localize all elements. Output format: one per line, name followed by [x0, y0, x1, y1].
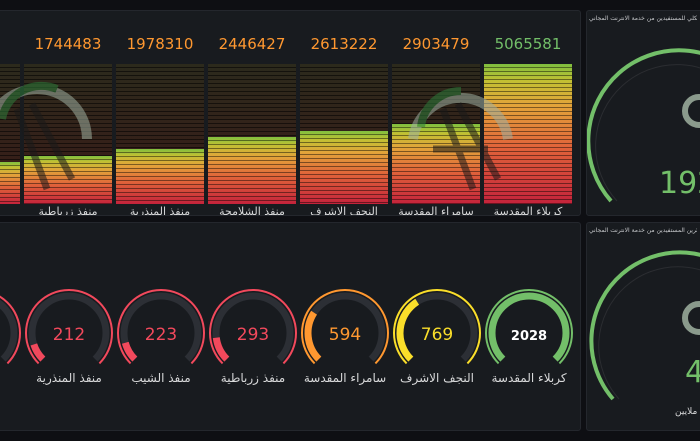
bar-gauge-track [0, 64, 20, 204]
radial-gauge: 293 منفذ زرباطية [207, 223, 299, 430]
radial-gauge-value: 223 [145, 325, 177, 345]
total-value: 192 [659, 166, 700, 201]
radial-gauge-label: سامراء المقدسة [303, 371, 387, 385]
radial-gauge-fill [30, 343, 46, 362]
bar-gauge-value: 1 [0, 35, 22, 53]
bar-gauge-track [392, 64, 480, 204]
bar-gauge-column: 2613222 النجف الاشرف [298, 11, 390, 216]
bar-gauge-value: 2613222 [310, 35, 378, 53]
bar-gauge-fill [24, 156, 112, 204]
radial-gauge-value: 293 [237, 325, 269, 345]
bar-gauge-value: 2446427 [218, 35, 286, 53]
radial-gauge-threshold-arc [25, 289, 113, 365]
radial-gauge-threshold-arc [0, 295, 21, 365]
radial-gauge-label: منفذ المنذرية [36, 371, 102, 385]
radial-gauge-label: منفذ زرباطية [220, 371, 286, 385]
radial-gauge-threshold-arc [393, 289, 481, 365]
radial-gauge-graphic: 769 [393, 289, 481, 365]
radial-gauge-label: منفذ الشيب [131, 371, 191, 385]
big-gauge-icon [587, 48, 700, 203]
radial-gauge: الك [0, 223, 23, 430]
radial-gauge-graphic [0, 295, 21, 365]
radial-gauge-threshold-arc [209, 289, 297, 365]
radial-gauge: 223 منفذ الشيب [115, 223, 207, 430]
bar-gauge-value: 2903479 [402, 35, 470, 53]
bar-gauge-track [24, 64, 112, 204]
bar-gauge-fill [208, 136, 296, 204]
radial-gauge-fill [488, 292, 570, 362]
bar-gauge-track [208, 64, 296, 204]
visitor-unit: ملايين [675, 407, 698, 417]
radial-gauge-label: النجف الاشرف [400, 371, 474, 385]
radial-gauge-graphic: 223 [117, 289, 205, 365]
radial-gauge-label: الك [0, 371, 33, 385]
radial-gauge-fill [396, 298, 420, 362]
bar-gauge-value: 1744483 [34, 35, 102, 53]
bar-gauge-column: 1978310 منفذ المنذرية [114, 11, 206, 216]
radial-gauge-panel: 2028 كربلاء المقدسة 769 النجف الاشرف 594 سامر… [0, 222, 581, 431]
bar-gauge-track [300, 64, 388, 204]
radial-gauge: 769 النجف الاشرف [391, 223, 483, 430]
radial-gauge-graphic: 594 [301, 289, 389, 365]
radial-gauge-track [0, 299, 18, 362]
radial-gauge-value: 212 [53, 325, 85, 345]
radial-gauge-graphic: 293 [209, 289, 297, 365]
bar-gauge-value: 1978310 [126, 35, 194, 53]
panel-title: العدد الكلي للمستفيدين من خدمة الانترنت … [589, 15, 697, 22]
bar-gauge-label: منفذ الشلامجة [219, 205, 285, 216]
radial-gauge: 212 منفذ المنذرية [23, 223, 115, 430]
bar-gauge-fill [484, 64, 572, 204]
radial-gauge-label: كربلاء المقدسة [491, 371, 567, 385]
radial-gauge-threshold-arc [117, 289, 205, 365]
total-beneficiaries-panel: العدد الكلي للمستفيدين من خدمة الانترنت … [586, 10, 700, 216]
radial-gauge-value: 594 [329, 325, 361, 345]
radial-gauge-graphic: 2028 [485, 289, 573, 365]
radial-gauge-fill [121, 341, 138, 362]
bar-gauge-column: 1 [0, 11, 22, 215]
radial-gauge-track [212, 292, 294, 362]
radial-gauge-value: 769 [421, 325, 453, 345]
bar-gauge-label: منفذ المنذرية [129, 205, 191, 216]
radial-gauge: 2028 كربلاء المقدسة [483, 223, 575, 430]
bar-gauge-value: 5065581 [494, 35, 562, 53]
radial-gauge-threshold-arc [485, 289, 573, 365]
big-gauge-icon [589, 250, 700, 401]
visitor-beneficiaries-panel: عدد الزائرين المستفيدين من خدمة الانترنت… [586, 222, 700, 431]
bar-gauge-fill [116, 149, 204, 204]
bar-gauge-track [484, 64, 572, 204]
radial-gauge-fill [304, 310, 322, 362]
radial-gauge-track [28, 292, 110, 362]
radial-gauge-fill [212, 336, 230, 362]
bar-gauge-column: 5065581 كربلاء المقدسة [482, 11, 574, 216]
radial-gauge-graphic: 212 [25, 289, 113, 365]
bar-gauge-fill [392, 124, 480, 204]
radial-gauge-track [120, 292, 202, 362]
bar-gauge-label: سامراء المقدسة [398, 205, 474, 216]
panel-title: عدد الزائرين المستفيدين من خدمة الانترنت… [589, 227, 697, 234]
radial-gauge: 594 سامراء المقدسة [299, 223, 391, 430]
bar-gauge-fill [300, 131, 388, 204]
bar-gauge-fill [0, 162, 20, 204]
bar-gauge-panel: 5065581 كربلاء المقدسة 2903479 سامراء المقد… [0, 10, 581, 216]
bar-gauge-column: 1744483 منفذ زرباطية [22, 11, 114, 216]
radial-gauge-threshold-arc [301, 289, 389, 365]
bar-gauge-column: 2903479 سامراء المقدسة [390, 11, 482, 216]
visitor-value: 4 [685, 355, 700, 390]
bar-gauge-track [116, 64, 204, 204]
bar-gauge-label: كربلاء المقدسة [493, 205, 563, 216]
bar-gauge-label: منفذ زرباطية [38, 205, 98, 216]
bar-gauge-label: النجف الاشرف [310, 205, 378, 216]
bar-gauge-column: 2446427 منفذ الشلامجة [206, 11, 298, 216]
radial-gauge-value: 2028 [511, 329, 547, 344]
